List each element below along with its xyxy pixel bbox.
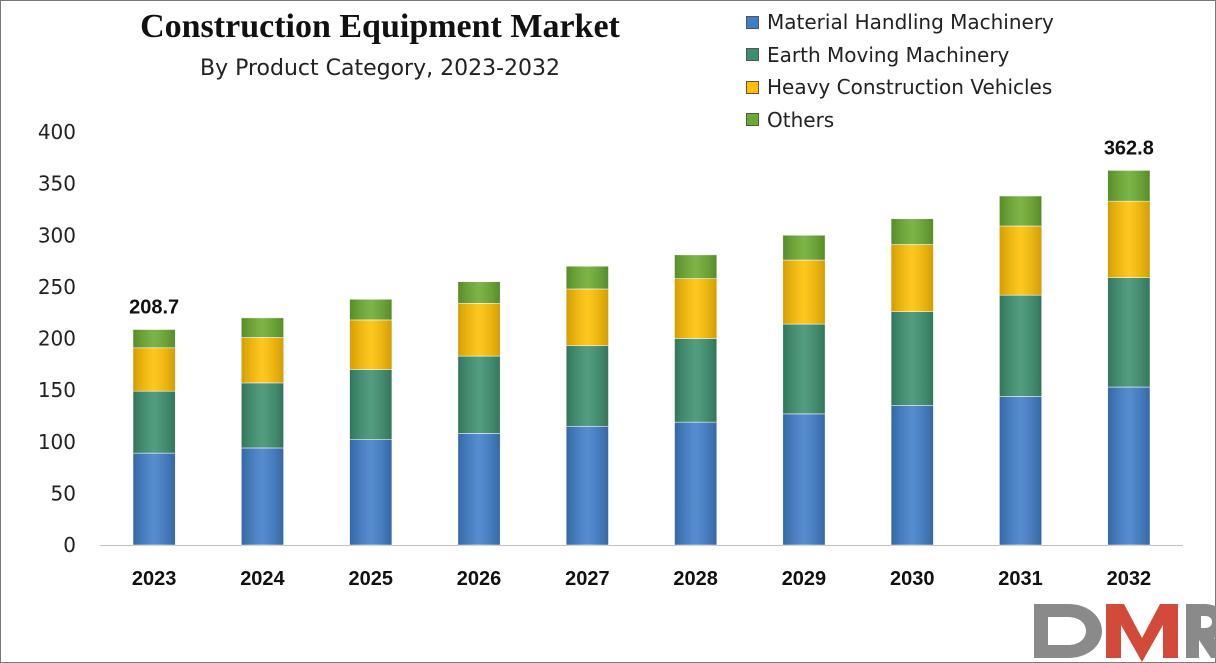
legend-label: Heavy Construction Vehicles: [767, 75, 1053, 100]
legend-item: Heavy Construction Vehicles: [746, 71, 1054, 104]
bar-shading: [1107, 387, 1150, 545]
x-tick-label: 2028: [673, 568, 718, 590]
data-label: 362.8: [1104, 137, 1154, 159]
legend-label: Earth Moving Machinery: [767, 42, 1010, 67]
y-tick-label: 50: [51, 481, 76, 505]
bar-shading: [782, 413, 826, 545]
bar-shading: [349, 369, 392, 440]
bar-shading: [241, 382, 284, 448]
bar-shading: [566, 288, 609, 346]
y-tick-label: 100: [38, 430, 76, 454]
legend-item: Others: [746, 104, 1054, 137]
x-tick-label: 2026: [457, 568, 502, 590]
bar-shading: [999, 295, 1042, 397]
legend-swatch: [746, 80, 759, 94]
chart-title: Construction Equipment Market: [140, 8, 620, 45]
x-tick-label: 2029: [782, 568, 827, 590]
axes: 0 50 100 150 200 250 300 350 400: [38, 120, 1183, 557]
bar-shading: [999, 225, 1042, 296]
bar-shading: [241, 337, 284, 383]
legend-label: Material Handling Machinery: [767, 10, 1054, 35]
y-tick-label: 0: [63, 533, 76, 557]
bar-shading: [674, 422, 717, 545]
bar-shading: [1107, 201, 1150, 278]
x-tick-label: 2024: [240, 568, 285, 590]
legend-item: Earth Moving Machinery: [746, 39, 1054, 72]
bar-shading: [999, 196, 1042, 226]
bar-shading: [349, 319, 392, 370]
bar-shading: [674, 338, 717, 423]
y-tick-label: 350: [38, 172, 76, 196]
chart-subtitle: By Product Category, 2023-2032: [199, 56, 561, 81]
bar-shading: [566, 266, 609, 289]
bar-shading: [891, 244, 934, 312]
bar-shading: [349, 299, 392, 320]
x-tick-label: 2031: [998, 568, 1043, 590]
x-tick-label: 2027: [565, 568, 610, 590]
bar-shading: [999, 396, 1042, 545]
bar-shading: [891, 218, 934, 245]
legend-swatch: [746, 15, 759, 29]
bar-shading: [782, 324, 826, 414]
legend-swatch: [746, 48, 759, 62]
bar-shading: [566, 426, 609, 545]
y-tick-label: 300: [38, 223, 76, 247]
y-tick-label: 400: [38, 120, 76, 144]
dmr-logo: [1034, 604, 1216, 662]
bar-shading: [457, 303, 501, 357]
bar-shading: [674, 278, 717, 339]
chart-legend: Material Handling Machinery Earth Moving …: [746, 6, 1054, 136]
bar-shading: [782, 260, 826, 325]
bar-shading: [133, 347, 176, 392]
data-label: 208.7: [129, 297, 179, 319]
bar-shading: [457, 356, 501, 434]
bar-shading: [133, 391, 176, 454]
bar-shading: [891, 405, 934, 545]
bars: [132, 170, 1151, 546]
bar-shading: [674, 254, 717, 279]
bar-shading: [133, 453, 176, 545]
x-tick-label: 2023: [132, 568, 177, 590]
bar-shading: [1107, 277, 1150, 388]
y-tick-label: 200: [38, 327, 76, 351]
bar-shading: [782, 235, 826, 261]
bar-shading: [349, 439, 392, 545]
x-tick-label: 2025: [349, 568, 394, 590]
x-tick-label: 2030: [890, 568, 935, 590]
legend-swatch: [746, 113, 759, 127]
bar-shading: [457, 281, 501, 304]
y-tick-label: 250: [38, 275, 76, 299]
bar-shading: [241, 447, 284, 545]
bar-shading: [1107, 170, 1150, 202]
legend-label: Others: [767, 107, 835, 132]
bar-shading: [566, 345, 609, 427]
bar-shading: [241, 317, 284, 338]
bar-shading: [457, 433, 501, 545]
y-tick-label: 150: [38, 378, 76, 402]
labels: 2023 2024 2025 2026 2027 2028 2029 2030 2031 2032…: [129, 137, 1154, 590]
legend-item: Material Handling Machinery: [746, 6, 1054, 39]
bar-shading: [133, 329, 176, 348]
x-tick-label: 2032: [1107, 568, 1152, 590]
bar-shading: [891, 311, 934, 406]
